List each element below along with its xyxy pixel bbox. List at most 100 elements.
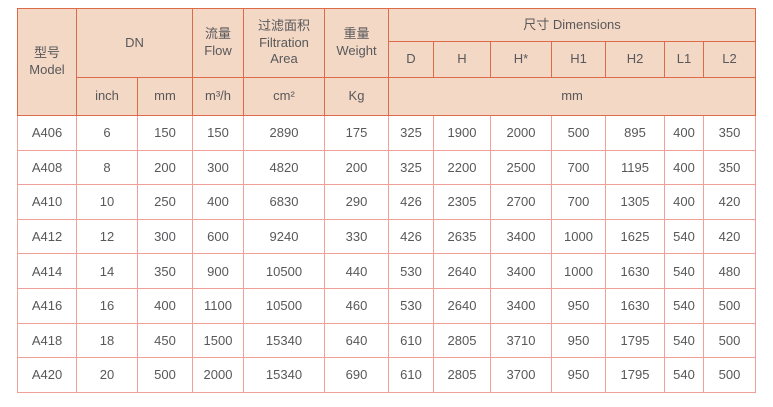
cell-model: A412	[17, 218, 77, 255]
table-cell: 2805	[433, 357, 491, 393]
table-cell: 1305	[605, 184, 665, 220]
unit-weight: Kg	[324, 77, 389, 116]
table-cell: 325	[388, 149, 434, 186]
table-cell: 950	[551, 357, 606, 393]
table-cell: 600	[192, 218, 244, 255]
table-cell: 540	[664, 357, 704, 393]
header-dim-hstar: H*	[490, 41, 552, 78]
table-row: A416 16 400 1100 10500 460 530 2640 3400 950 1630 5…	[17, 287, 757, 324]
header-filtration-area: 过滤面积 Filtration Area	[243, 8, 325, 78]
spec-table-container: 型号 Model DN 流量 Flow 过滤面积 Filtration Area…	[17, 8, 757, 393]
table-row: A410 10 250 400 6830 290 426 2305 2700 700 1305 400…	[17, 184, 757, 220]
table-cell: 8	[76, 149, 138, 186]
table-cell: 10	[76, 184, 138, 220]
table-cell: 3400	[490, 287, 552, 324]
table-cell: 400	[664, 149, 704, 186]
table-cell: 440	[324, 253, 389, 289]
table-cell: 2305	[433, 184, 491, 220]
table-cell: 3710	[490, 322, 552, 359]
table-cell: 426	[388, 184, 434, 220]
unit-inch: inch	[76, 77, 138, 116]
table-cell: 420	[702, 218, 757, 255]
header-dim-h2: H2	[605, 41, 665, 78]
table-cell: 2805	[433, 322, 491, 359]
table-cell: 950	[551, 287, 606, 324]
table-cell: 3400	[490, 253, 552, 289]
table-cell: 15340	[243, 357, 325, 393]
table-cell: 200	[324, 149, 389, 186]
table-cell: 1000	[551, 253, 606, 289]
table-cell: 1000	[551, 218, 606, 255]
table-cell: 3700	[490, 357, 552, 393]
table-cell: 460	[324, 287, 389, 324]
table-cell: 950	[551, 322, 606, 359]
table-cell: 540	[664, 322, 704, 359]
table-cell: 530	[388, 287, 434, 324]
table-cell: 200	[137, 149, 193, 186]
table-row: A412 12 300 600 9240 330 426 2635 3400 1000 1625 54…	[17, 218, 757, 255]
header-dim-h: H	[433, 41, 491, 78]
header-row-2: D H H* H1 H2 L1 L2	[18, 41, 757, 78]
table-cell: 1795	[605, 357, 665, 393]
table-cell: 1795	[605, 322, 665, 359]
table-cell: 325	[388, 115, 434, 151]
cell-model: A416	[17, 287, 77, 324]
table-cell: 610	[388, 357, 434, 393]
header-weight: 重量 Weight	[324, 8, 389, 78]
header-dim-h1: H1	[551, 41, 606, 78]
table-cell: 640	[324, 322, 389, 359]
header-row-1: 型号 Model DN 流量 Flow 过滤面积 Filtration Area…	[17, 8, 757, 116]
table-cell: 2890	[243, 115, 325, 151]
table-cell: 540	[664, 218, 704, 255]
cell-model: A420	[17, 357, 77, 393]
table-cell: 10500	[243, 253, 325, 289]
table-row: A408 8 200 300 4820 200 325 2200 2500 700 1195 400 3…	[17, 149, 757, 186]
table-cell: 2640	[433, 253, 491, 289]
table-cell: 540	[664, 287, 704, 324]
header-flow: 流量 Flow	[192, 8, 244, 78]
table-cell: 16	[76, 287, 138, 324]
table-cell: 15340	[243, 322, 325, 359]
header-dim-l1: L1	[664, 41, 704, 78]
table-cell: 9240	[243, 218, 325, 255]
table-cell: 500	[137, 357, 193, 393]
cell-model: A406	[17, 115, 77, 151]
table-cell: 700	[551, 149, 606, 186]
cell-model: A408	[17, 149, 77, 186]
table-cell: 150	[192, 115, 244, 151]
unit-area: cm²	[243, 77, 325, 116]
table-cell: 14	[76, 253, 138, 289]
header-dim-d: D	[388, 41, 434, 78]
table-cell: 426	[388, 218, 434, 255]
table-cell: 350	[137, 253, 193, 289]
table-cell: 1900	[433, 115, 491, 151]
table-cell: 500	[702, 357, 757, 393]
table-cell: 2700	[490, 184, 552, 220]
table-cell: 500	[702, 287, 757, 324]
header-dimensions: 尺寸 Dimensions	[387, 8, 757, 42]
table-cell: 4820	[243, 149, 325, 186]
table-cell: 1625	[605, 218, 665, 255]
header-model: 型号 Model	[17, 8, 77, 116]
table-cell: 10500	[243, 287, 325, 324]
cell-model: A414	[17, 253, 77, 289]
table-body: A406 6 150 150 2890 175 325 1900 2000 500 895 400 35…	[17, 115, 757, 393]
table-cell: 420	[702, 184, 757, 220]
table-cell: 2635	[433, 218, 491, 255]
table-cell: 2500	[490, 149, 552, 186]
table-cell: 400	[664, 115, 704, 151]
cell-model: A410	[17, 184, 77, 220]
table-row: A406 6 150 150 2890 175 325 1900 2000 500 895 400 35…	[17, 115, 757, 151]
unit-dim-mm: mm	[387, 77, 757, 116]
table-cell: 20	[76, 357, 138, 393]
table-cell: 900	[192, 253, 244, 289]
table-cell: 350	[702, 115, 757, 151]
table-cell: 12	[76, 218, 138, 255]
header-dn: DN	[76, 8, 193, 78]
spec-table: 型号 Model DN 流量 Flow 过滤面积 Filtration Area…	[17, 8, 757, 393]
table-cell: 300	[137, 218, 193, 255]
table-cell: 1500	[192, 322, 244, 359]
table-cell: 400	[192, 184, 244, 220]
table-cell: 6830	[243, 184, 325, 220]
table-cell: 895	[605, 115, 665, 151]
